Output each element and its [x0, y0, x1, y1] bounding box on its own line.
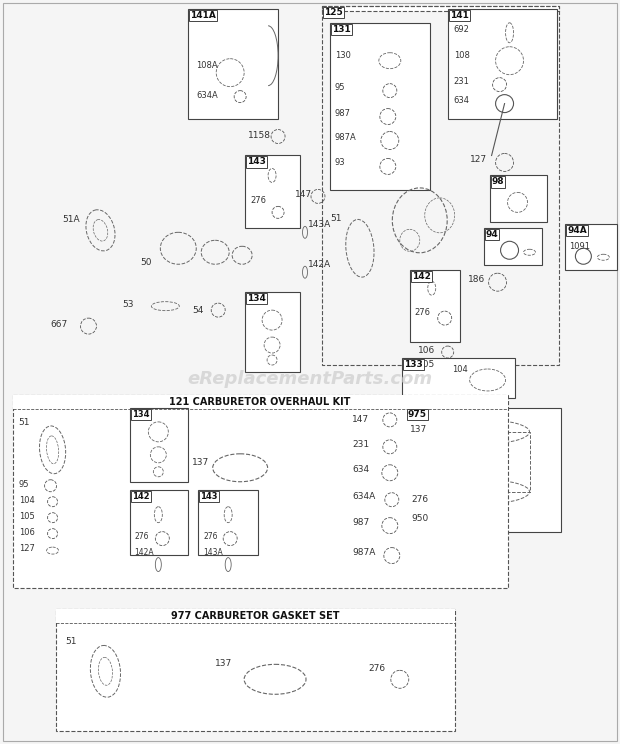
Bar — [130, 408, 188, 482]
Text: 276: 276 — [415, 308, 431, 317]
Text: 143A: 143A — [203, 548, 223, 557]
Text: 231: 231 — [454, 77, 469, 86]
Text: 231: 231 — [352, 440, 369, 449]
Text: 104: 104 — [19, 496, 34, 504]
Bar — [198, 490, 258, 554]
Text: 987: 987 — [352, 518, 369, 527]
Text: 106: 106 — [418, 346, 435, 355]
Bar — [322, 6, 559, 365]
Text: 134: 134 — [133, 410, 150, 419]
Text: 106: 106 — [19, 527, 35, 536]
Text: 143: 143 — [247, 158, 266, 167]
Text: 134: 134 — [247, 294, 266, 303]
Bar — [448, 9, 557, 118]
Text: 53: 53 — [122, 300, 134, 310]
Bar — [405, 408, 562, 532]
Bar — [12, 395, 508, 409]
Bar — [410, 270, 459, 342]
Text: 143A: 143A — [308, 220, 331, 229]
Text: 95: 95 — [335, 83, 345, 92]
Text: 950: 950 — [412, 513, 429, 523]
Text: 667: 667 — [51, 320, 68, 329]
Text: 987: 987 — [335, 109, 351, 118]
Bar — [245, 292, 300, 372]
Text: 141: 141 — [450, 11, 469, 20]
Bar — [56, 609, 454, 623]
Text: 127: 127 — [19, 544, 35, 553]
Text: 127: 127 — [469, 155, 487, 164]
Bar — [490, 176, 547, 222]
Text: 54: 54 — [192, 306, 203, 315]
Text: 634A: 634A — [352, 492, 375, 501]
Text: 108A: 108A — [197, 61, 218, 70]
Text: 987A: 987A — [335, 132, 356, 141]
Text: 51: 51 — [330, 214, 342, 223]
Text: 975: 975 — [408, 410, 427, 419]
Text: 95: 95 — [19, 480, 29, 489]
Text: 98: 98 — [492, 177, 504, 187]
Text: 987A: 987A — [352, 548, 375, 557]
Bar — [402, 358, 515, 398]
Text: 137: 137 — [192, 458, 210, 466]
Text: 634: 634 — [454, 96, 470, 105]
Text: 276: 276 — [203, 532, 218, 541]
Text: 94A: 94A — [567, 226, 587, 235]
Text: 50: 50 — [140, 258, 152, 267]
Text: 125: 125 — [324, 8, 343, 17]
Text: 94: 94 — [485, 231, 498, 240]
Text: 276: 276 — [368, 664, 385, 673]
Text: 137: 137 — [215, 659, 232, 668]
Text: 1091: 1091 — [569, 243, 590, 251]
Text: 51A: 51A — [63, 215, 80, 225]
Text: 137: 137 — [410, 425, 427, 434]
Text: 142: 142 — [412, 272, 431, 281]
Text: 692: 692 — [454, 25, 469, 33]
Bar — [130, 490, 188, 554]
Text: 142A: 142A — [135, 548, 154, 557]
Text: 147: 147 — [352, 415, 369, 424]
Bar — [330, 23, 430, 190]
Text: 93: 93 — [335, 158, 345, 167]
Text: 105: 105 — [418, 360, 435, 369]
Text: 276: 276 — [250, 196, 266, 205]
Text: 276: 276 — [412, 495, 429, 504]
Text: 276: 276 — [135, 532, 149, 541]
Text: 131: 131 — [332, 25, 351, 33]
Text: 634A: 634A — [197, 91, 218, 100]
Text: 142A: 142A — [308, 260, 331, 269]
Bar — [565, 225, 618, 270]
Text: 977 CARBURETOR GASKET SET: 977 CARBURETOR GASKET SET — [171, 612, 339, 621]
Bar — [484, 228, 542, 266]
Text: 105: 105 — [19, 512, 34, 521]
Bar — [12, 395, 508, 588]
Text: eReplacementParts.com: eReplacementParts.com — [187, 371, 433, 388]
Bar — [188, 9, 278, 118]
Text: 142: 142 — [133, 492, 150, 501]
Text: 634: 634 — [352, 465, 369, 474]
Text: 130: 130 — [335, 51, 351, 60]
Text: 51: 51 — [66, 638, 77, 647]
Text: 51: 51 — [19, 418, 30, 427]
Text: 147: 147 — [295, 190, 312, 199]
Bar — [322, 6, 559, 11]
Bar — [56, 609, 454, 731]
Text: 133: 133 — [404, 360, 423, 369]
Text: 141A: 141A — [190, 11, 216, 20]
Bar — [440, 432, 529, 492]
Text: 1158: 1158 — [248, 130, 271, 140]
Text: 143: 143 — [200, 492, 218, 501]
Text: 121 CARBURETOR OVERHAUL KIT: 121 CARBURETOR OVERHAUL KIT — [169, 397, 351, 407]
Bar — [245, 155, 300, 228]
Text: 104: 104 — [452, 365, 467, 374]
Text: 108: 108 — [454, 51, 469, 60]
Text: 186: 186 — [467, 275, 485, 284]
